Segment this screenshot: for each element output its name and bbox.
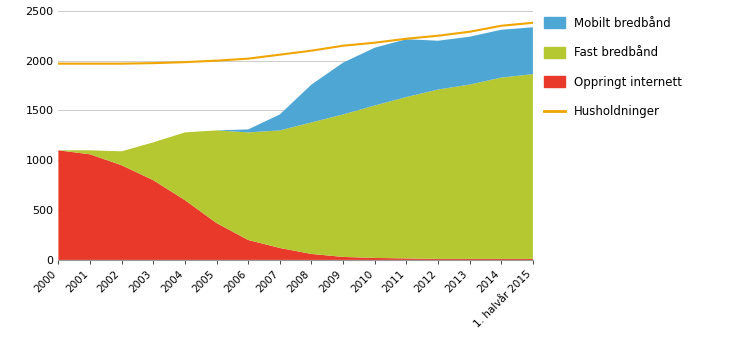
- Legend: Mobilt bredbånd, Fast bredbånd, Oppringt internett, Husholdninger: Mobilt bredbånd, Fast bredbånd, Oppringt…: [544, 17, 683, 118]
